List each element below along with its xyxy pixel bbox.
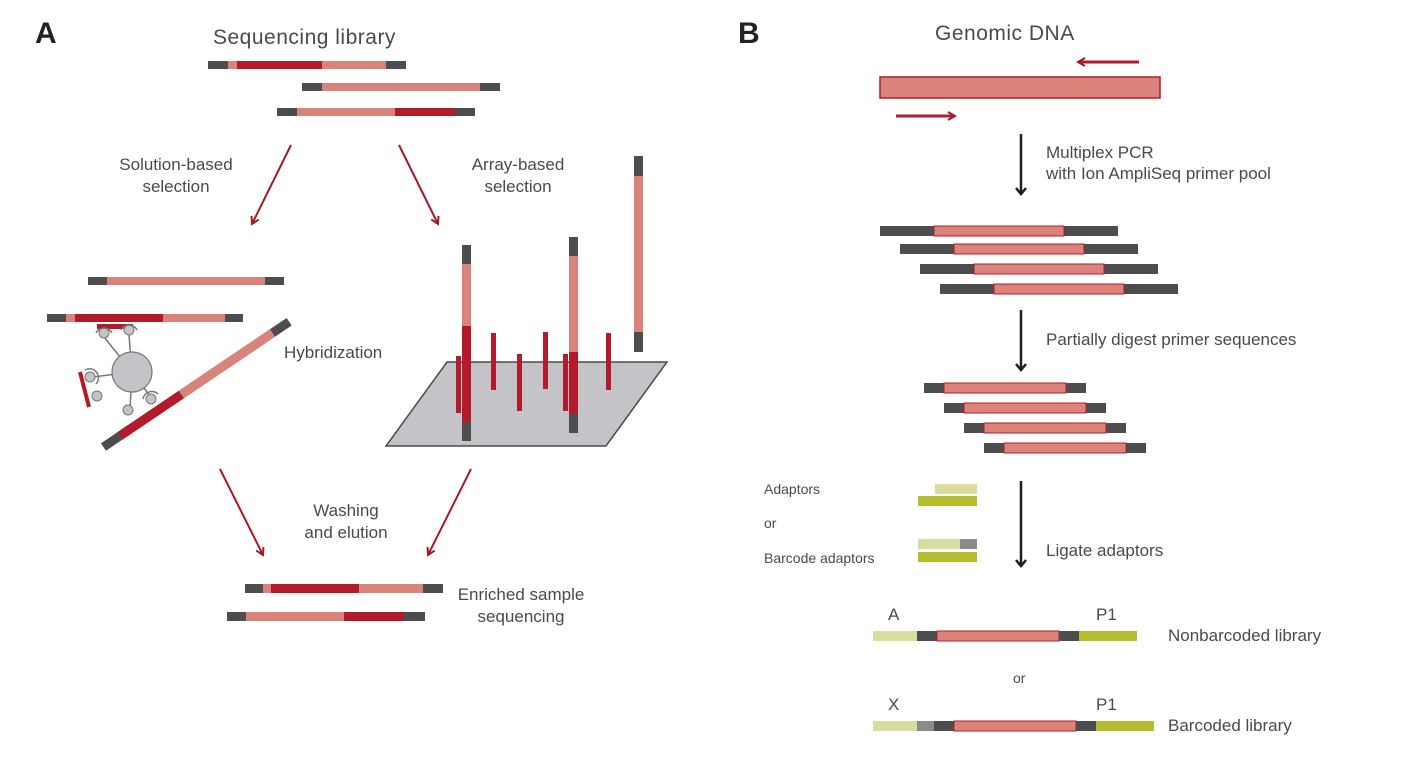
amplicon bbox=[900, 243, 1138, 255]
adaptors-label: Adaptors bbox=[764, 481, 820, 497]
adaptor-icon bbox=[918, 484, 977, 506]
bound-fragment bbox=[462, 245, 471, 441]
nonbarcoded-library-construct bbox=[873, 630, 1137, 642]
bound-fragment bbox=[569, 237, 578, 433]
amplicons bbox=[880, 225, 1178, 295]
or-adaptors-label: or bbox=[764, 515, 777, 531]
panel-a-title: Sequencing library bbox=[213, 26, 396, 49]
or-libraries-label: or bbox=[1013, 670, 1026, 686]
step2-label: Partially digest primer sequences bbox=[1046, 330, 1296, 349]
enriched-fragment bbox=[227, 612, 425, 621]
arrow-to-solution bbox=[252, 144, 292, 224]
panel-b-letter: B bbox=[738, 17, 760, 50]
label-x: X bbox=[888, 695, 899, 714]
step1-label-2: with Ion AmpliSeq primer pool bbox=[1045, 164, 1271, 183]
library-fragment bbox=[277, 108, 475, 116]
unbound-fragment bbox=[634, 156, 643, 352]
label-p1-top: P1 bbox=[1096, 605, 1117, 624]
digested-amplicon bbox=[944, 402, 1106, 414]
library-fragment bbox=[302, 83, 500, 91]
genomic-dna bbox=[879, 62, 1161, 116]
library-fragment bbox=[208, 61, 406, 69]
streptavidin-bead bbox=[78, 324, 159, 416]
washing-label-2: and elution bbox=[304, 523, 387, 542]
digested-amplicon bbox=[964, 422, 1126, 434]
arrow-to-array bbox=[398, 144, 438, 224]
step3-label: Ligate adaptors bbox=[1046, 541, 1163, 560]
barcode-adaptors-label: Barcode adaptors bbox=[764, 550, 875, 566]
solution-label-1: Solution-based bbox=[119, 155, 232, 174]
digested-amplicon bbox=[924, 382, 1086, 394]
hybridization-label: Hybridization bbox=[284, 343, 382, 362]
digested-amplicons bbox=[924, 382, 1146, 454]
library-fragment bbox=[88, 277, 284, 285]
enriched-label-2: sequencing bbox=[478, 607, 565, 626]
hybridized-fragment bbox=[100, 318, 292, 451]
captured-fragment bbox=[47, 314, 243, 329]
panel-a-letter: A bbox=[35, 17, 57, 50]
enriched-fragments bbox=[227, 584, 443, 621]
arrow-solution-to-enriched bbox=[219, 468, 263, 555]
step1-label-1: Multiplex PCR bbox=[1046, 143, 1154, 162]
barcode-adaptor-icon bbox=[918, 539, 977, 562]
enriched-fragment bbox=[245, 584, 443, 593]
array-label-1: Array-based bbox=[472, 155, 565, 174]
washing-label-1: Washing bbox=[313, 501, 379, 520]
solution-label-2: selection bbox=[142, 177, 209, 196]
arrow-array-to-enriched bbox=[428, 468, 472, 555]
capture-array bbox=[384, 156, 669, 447]
amplicon bbox=[880, 225, 1118, 237]
nonbarcoded-label: Nonbarcoded library bbox=[1168, 626, 1322, 645]
label-a: A bbox=[888, 605, 900, 624]
digested-amplicon bbox=[984, 442, 1146, 454]
amplicon bbox=[920, 263, 1158, 275]
sequencing-library-fragments bbox=[208, 61, 500, 116]
array-label-2: selection bbox=[484, 177, 551, 196]
barcoded-library-construct bbox=[873, 720, 1154, 732]
amplicon bbox=[940, 283, 1178, 295]
barcoded-label: Barcoded library bbox=[1168, 716, 1292, 735]
enriched-label-1: Enriched sample bbox=[458, 585, 585, 604]
label-p1-bottom: P1 bbox=[1096, 695, 1117, 714]
panel-b-title: Genomic DNA bbox=[935, 22, 1075, 45]
solution-hybridization bbox=[47, 277, 292, 451]
